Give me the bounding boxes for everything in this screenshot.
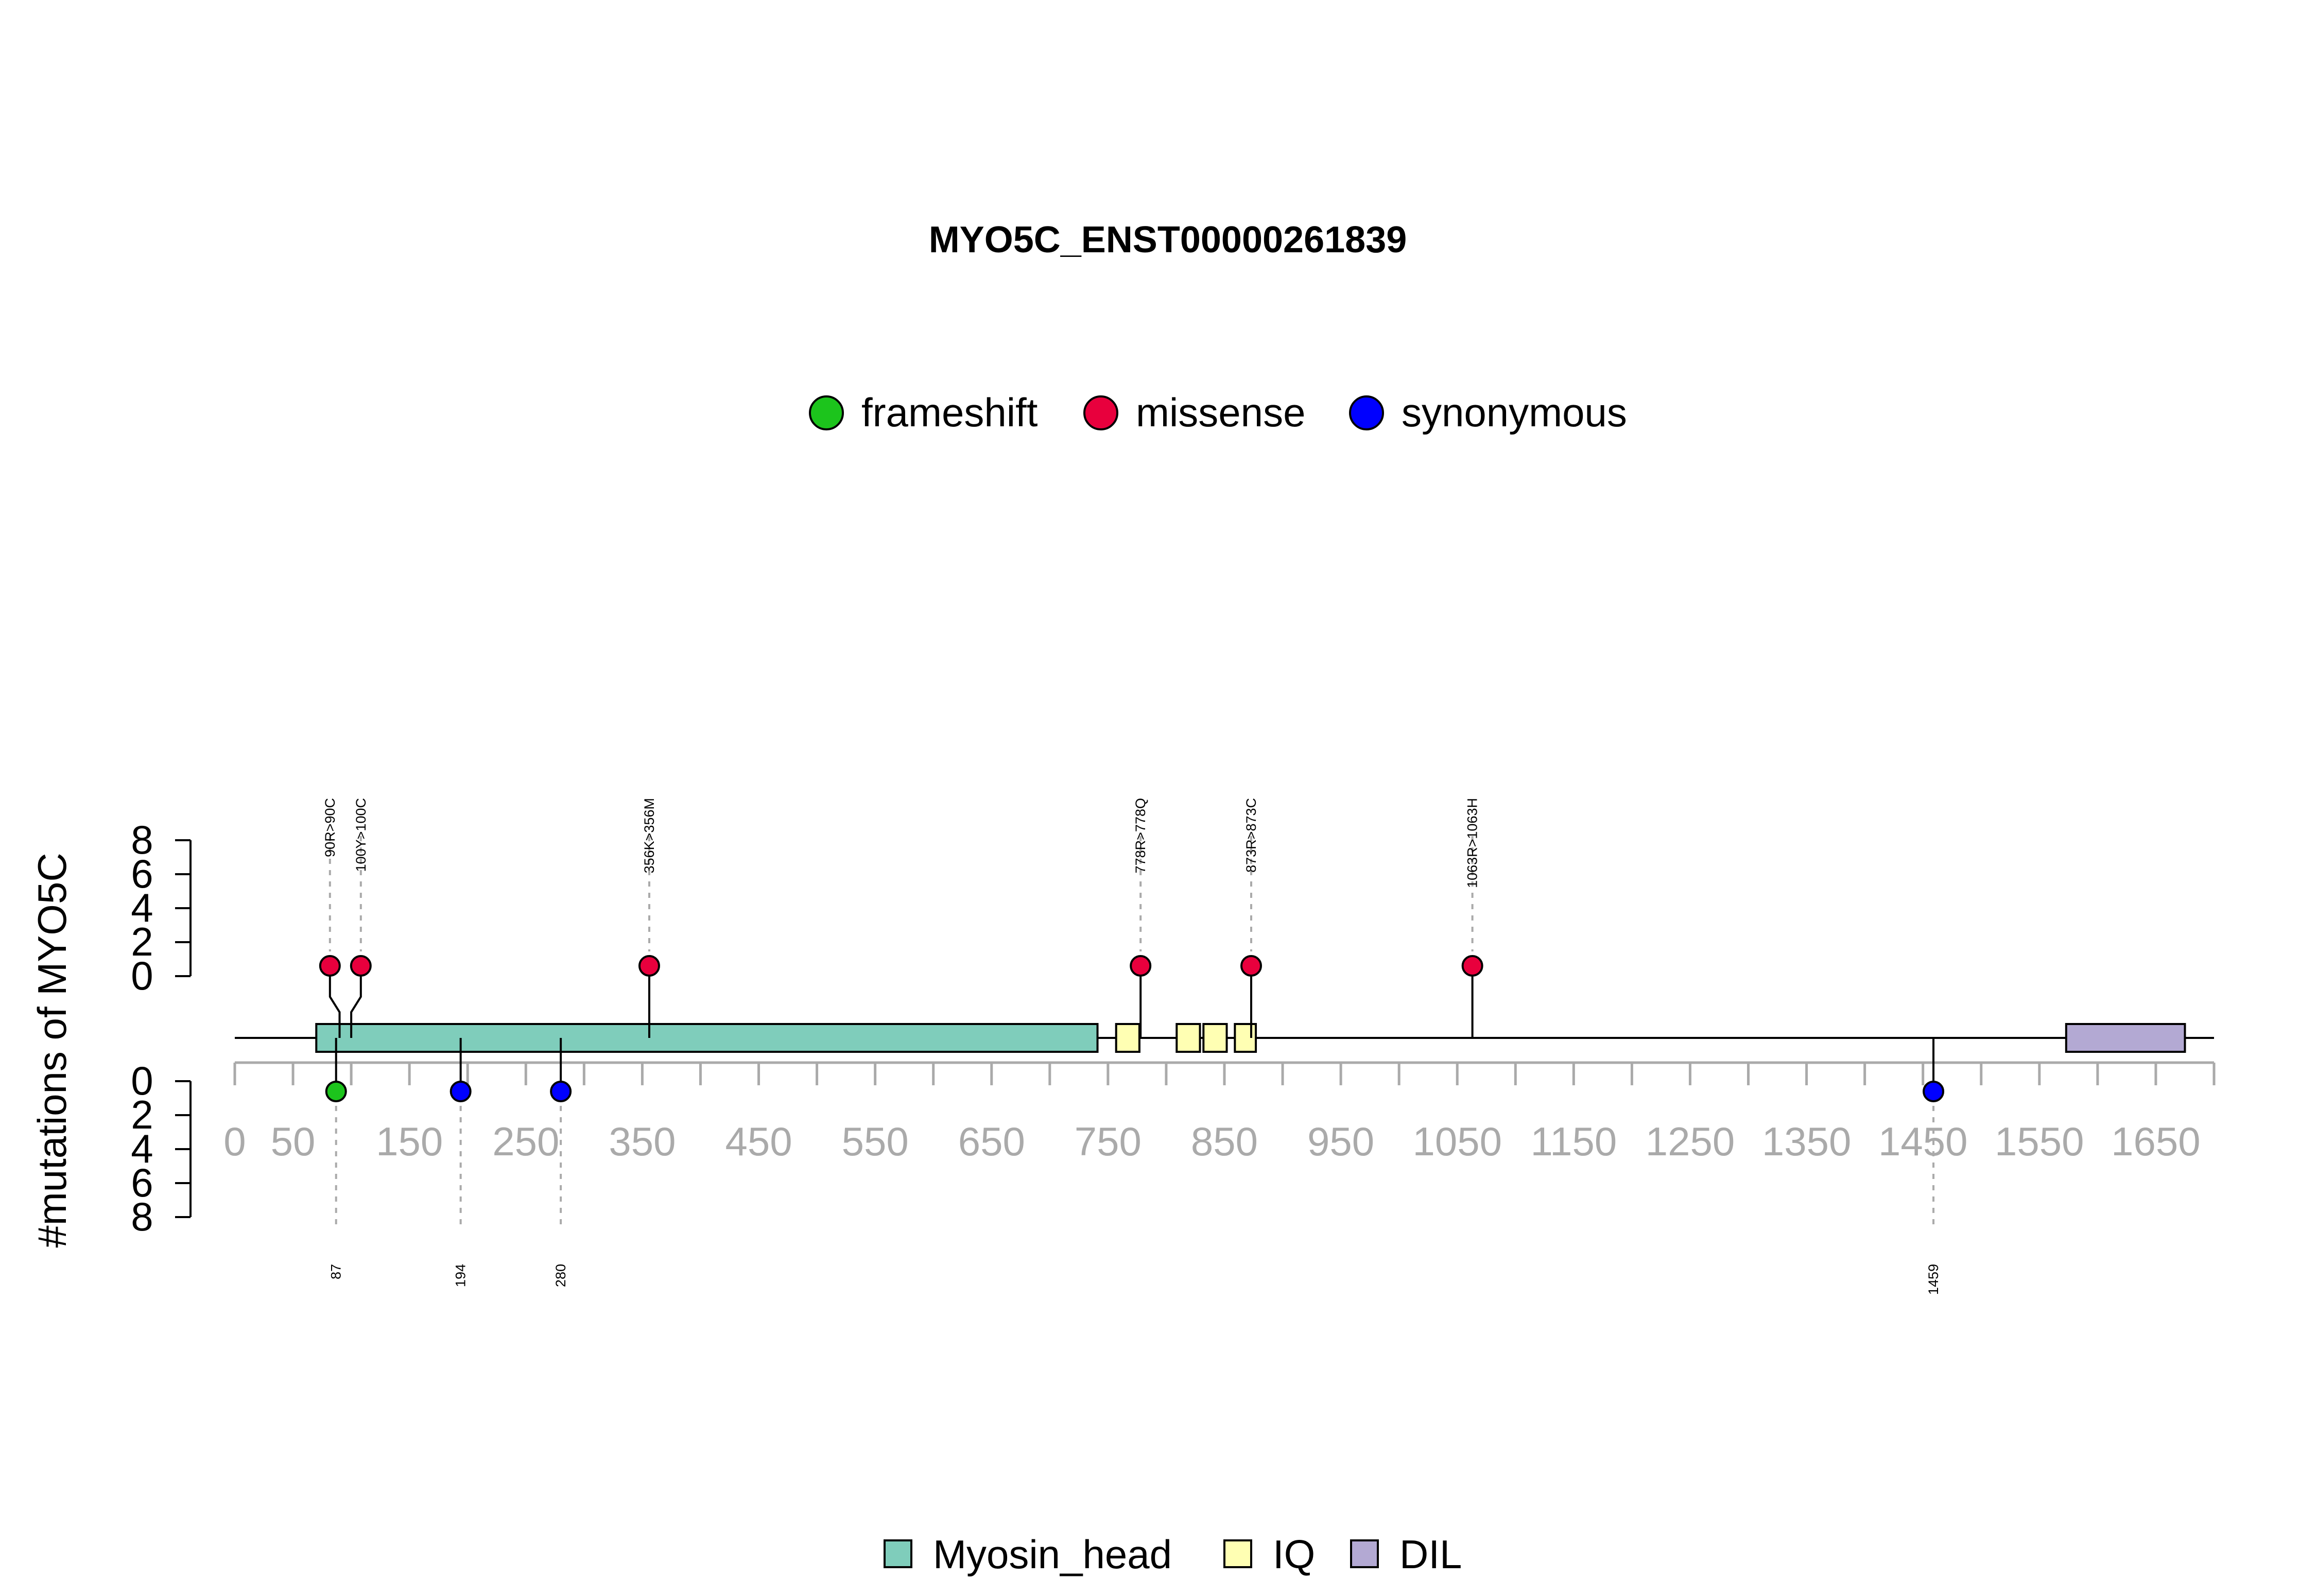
top-mutation-label: 100Y>100C	[353, 798, 369, 872]
legend-swatch-synonymous	[1349, 395, 1384, 430]
bottom-mutation-label: 280	[553, 1264, 568, 1287]
bottom-guide-lines	[335, 1106, 1935, 1230]
domain-legend-swatch-DIL	[1350, 1539, 1379, 1568]
legend-label-synonymous: synonymous	[1402, 390, 1627, 435]
domain-Myosin_head	[315, 1023, 1099, 1053]
top-y-tick-label: 0	[131, 953, 153, 998]
domain-legend: Myosin_head IQ DIL	[884, 1532, 1462, 1577]
x-tick-label: 450	[725, 1119, 792, 1164]
legend-label-frameshift: frameshift	[861, 390, 1038, 435]
x-tick-label: 550	[842, 1119, 909, 1164]
bottom-mutation-point	[449, 1081, 472, 1102]
bottom-mutation-point	[550, 1081, 572, 1102]
domain-legend-label-IQ: IQ	[1273, 1532, 1315, 1577]
x-tick-label: 750	[1075, 1119, 1142, 1164]
x-tick-label: 150	[376, 1119, 443, 1164]
top-mutation-point	[319, 955, 341, 977]
bottom-y-tick-label: 2	[131, 1092, 153, 1137]
domain-DIL	[2065, 1023, 2186, 1053]
legend-label-missense: missense	[1136, 390, 1305, 435]
top-mutation-point	[638, 955, 660, 977]
bottom-y-tick-label: 0	[131, 1058, 153, 1103]
top-y-tick-label: 4	[131, 885, 153, 930]
bottom-mutation-point	[1923, 1081, 1945, 1102]
x-tick-label: 850	[1191, 1119, 1258, 1164]
bottom-y-tick-label: 6	[131, 1160, 153, 1205]
top-stem	[350, 966, 362, 1038]
top-mutation-point	[350, 955, 372, 977]
y-axis-label: #mutations of MYO5C	[29, 853, 75, 1247]
top-mutation-label: 873R>873C	[1243, 798, 1259, 873]
bottom-mutations: 87 194 280 1459	[325, 1038, 1945, 1295]
bottom-mutation-label: 194	[453, 1264, 469, 1287]
legend-swatch-missense	[1083, 395, 1118, 430]
x-tick-label: 1250	[1646, 1119, 1735, 1164]
top-mutation-point	[1130, 955, 1152, 977]
top-mutation-label: 90R>90C	[322, 798, 338, 857]
x-tick-label: 1350	[1762, 1119, 1852, 1164]
x-tick-label: 1550	[1995, 1119, 2084, 1164]
top-mutation-label: 778R>778Q	[1133, 798, 1148, 873]
domain-legend-swatch-IQ	[1223, 1539, 1252, 1568]
top-stem	[328, 966, 341, 1038]
domain-legend-label-Myosin_head: Myosin_head	[933, 1532, 1172, 1577]
x-tick-label: 0	[223, 1119, 246, 1164]
x-tick-label: 650	[958, 1119, 1025, 1164]
top-mutation-point	[1461, 955, 1483, 977]
domain-legend-swatch-Myosin_head	[884, 1539, 912, 1568]
x-tick-label: 250	[492, 1119, 559, 1164]
x-tick-label: 1650	[2111, 1119, 2201, 1164]
bottom-y-tick-label: 8	[131, 1194, 153, 1239]
top-y-tick-label: 6	[131, 851, 153, 896]
top-guide-lines	[328, 836, 1474, 951]
bottom-mutation-label: 87	[328, 1264, 344, 1279]
x-tick-label: 950	[1307, 1119, 1374, 1164]
top-mutation-label: 1063R>1063H	[1465, 798, 1480, 888]
top-y-tick-label: 8	[131, 817, 153, 862]
domain-IQ	[1175, 1023, 1201, 1053]
x-tick-label: 350	[609, 1119, 676, 1164]
domain-IQ	[1202, 1023, 1228, 1053]
position-axis: 0 50 150 250 350 450 550 650 750 850 950 1050 1150 12…	[223, 1061, 2216, 1164]
domain-legend-label-DIL: DIL	[1399, 1532, 1462, 1577]
bottom-mutation-label: 1459	[1926, 1264, 1941, 1295]
top-mutation-point	[1240, 955, 1263, 977]
top-mutation-label: 356K>356M	[642, 798, 657, 873]
domain-IQ	[1234, 1023, 1257, 1053]
x-tick-label: 1150	[1530, 1119, 1617, 1164]
top-y-tick-label: 2	[131, 919, 153, 964]
chart-title: MYO5C_ENST00000261839	[929, 219, 1407, 261]
top-mutations: 90R>90C 100Y>100C 356K>356M 778R>778Q 873R>8…	[319, 798, 1483, 1038]
x-tick-label: 1050	[1412, 1119, 1502, 1164]
legend-swatch-frameshift	[809, 395, 844, 430]
bottom-mutation-point	[325, 1081, 347, 1102]
x-tick-label: 50	[271, 1119, 316, 1164]
bottom-y-tick-label: 4	[131, 1126, 153, 1171]
x-tick-label: 1450	[1878, 1119, 1968, 1164]
domain-IQ	[1115, 1023, 1140, 1053]
protein-domains	[315, 1023, 2186, 1053]
mutation-type-legend: frameshift missense synonymous	[809, 390, 1627, 435]
